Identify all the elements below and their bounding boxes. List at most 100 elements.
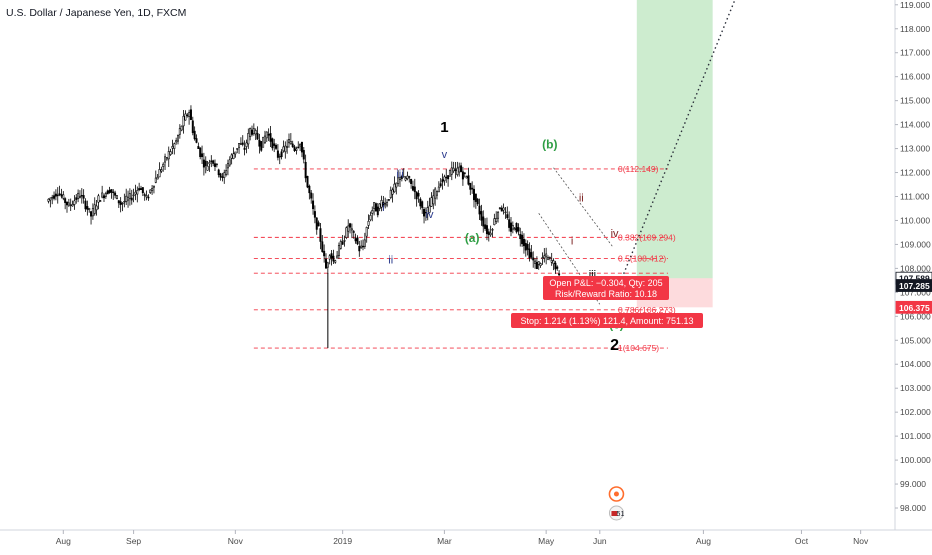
position-tool[interactable] (636, 0, 713, 308)
candle-body (47, 198, 50, 202)
candle-body (397, 177, 400, 184)
candle-body (62, 194, 65, 199)
candle-body (217, 169, 220, 176)
candle-body (363, 239, 366, 247)
candle-body (500, 207, 503, 212)
candle-body (530, 252, 533, 258)
projection-line[interactable] (621, 0, 736, 279)
price-tick-label: 102.000 (900, 407, 931, 417)
candle-body (539, 263, 542, 266)
candle-body (306, 175, 309, 188)
candle-body (424, 211, 427, 214)
candle-body (404, 177, 407, 181)
candle-body (106, 190, 109, 195)
candle-body (430, 197, 433, 207)
candle-body (350, 228, 353, 231)
candle-body (78, 196, 81, 198)
candle-body (273, 143, 276, 146)
candle-body (387, 199, 390, 201)
trend-channel[interactable] (538, 167, 614, 305)
time-tick-label: Aug (696, 536, 711, 546)
fib-retracement[interactable]: 0(112.149) 0.382(109.294) 0.5(108.412) 0.78… (253, 164, 676, 353)
event-icons[interactable]: 51 (608, 486, 624, 521)
candle-body (103, 195, 106, 199)
candle-body (537, 261, 540, 265)
candle-body (345, 227, 348, 238)
candle-body (108, 189, 111, 194)
price-tag-box (895, 300, 932, 314)
candle-body (110, 189, 113, 193)
candle-body (300, 141, 303, 153)
projection-dotted-line (621, 0, 736, 279)
candle-body (267, 133, 270, 136)
candle-body (480, 211, 483, 221)
candle-body (367, 220, 370, 226)
candle-body (160, 169, 163, 172)
candle-body (485, 225, 488, 235)
candle-body (121, 202, 124, 205)
candle-body (236, 148, 239, 150)
wave-label: v (442, 149, 448, 161)
candle-body (171, 146, 174, 149)
candle-body (447, 175, 450, 180)
price-tick-label: 104.000 (900, 359, 931, 369)
candle-body (219, 173, 222, 178)
candle-body (278, 155, 281, 158)
price-axis[interactable]: 98.000 99.000 100.000 101.000 102.000 103.000… (894, 0, 931, 530)
candle-body (66, 201, 69, 206)
candle-body (313, 211, 316, 218)
candle-body (395, 182, 398, 188)
candle-body (75, 197, 78, 200)
candle-body (552, 260, 555, 265)
candle-body (428, 205, 431, 213)
candle-body (323, 250, 326, 257)
price-tick-label: 108.000 (900, 263, 931, 273)
candle-body (384, 203, 387, 205)
candle-body (465, 176, 468, 179)
candle-body (178, 128, 181, 135)
candle-body (343, 240, 346, 242)
candle-body (260, 141, 263, 151)
price-tag-label: 107.285 (899, 281, 930, 291)
candle-body (201, 153, 204, 158)
price-tick-label: 113.000 (900, 144, 930, 154)
candle-body (517, 227, 520, 232)
wave-label: iv (611, 228, 619, 240)
candle-body (521, 234, 524, 245)
candle-body (226, 163, 229, 169)
candle-body (287, 139, 290, 144)
profit-zone (636, 0, 713, 279)
candle-body (513, 228, 516, 231)
candle-body (524, 243, 527, 251)
fib-level-label: 1(104.675) (618, 343, 659, 353)
price-tick-label: 99.000 (900, 479, 926, 489)
candle-body (472, 188, 475, 201)
candle-body (458, 166, 461, 173)
time-axis[interactable]: AugSepNov2019MarMayJunAugOctNov2020Feb (0, 529, 932, 546)
candle-body (175, 140, 178, 143)
candle-body (508, 219, 511, 228)
candle-body (526, 244, 529, 250)
candle-body (101, 192, 104, 198)
wave-label: 2 (610, 337, 619, 354)
candle-body (337, 245, 340, 256)
candle-body (56, 194, 59, 197)
candle-body (476, 198, 479, 205)
candle-body (88, 207, 91, 211)
price-tick-label: 118.000 (900, 24, 930, 34)
candle-body (413, 186, 416, 193)
candle-body (164, 156, 167, 163)
candle-body (406, 175, 409, 179)
candle-body (341, 241, 344, 245)
candle-body (64, 198, 67, 204)
price-tick-label: 119.000 (900, 0, 930, 10)
candle-body (374, 203, 377, 212)
fib-level-label: 0.5(108.412) (618, 254, 666, 264)
candle-body (435, 191, 438, 196)
candle-body (356, 237, 359, 245)
price-tick-label: 114.000 (900, 120, 930, 130)
candle-body (445, 176, 448, 179)
candle-body (130, 197, 133, 201)
